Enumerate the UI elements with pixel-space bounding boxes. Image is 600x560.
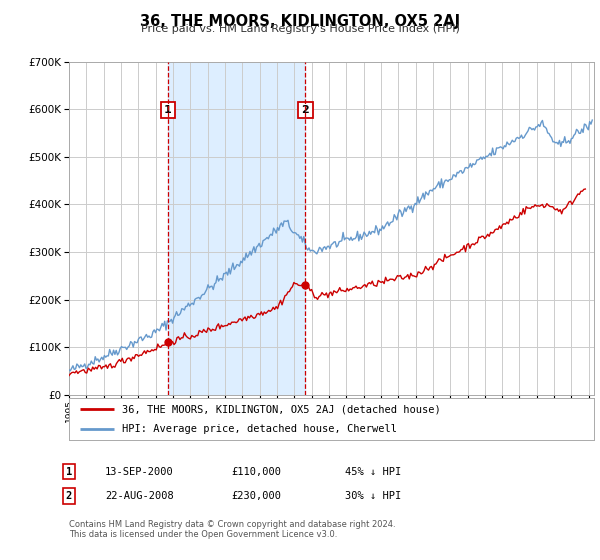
Text: 36, THE MOORS, KIDLINGTON, OX5 2AJ: 36, THE MOORS, KIDLINGTON, OX5 2AJ (140, 14, 460, 29)
Bar (168, 62, 305, 395)
Text: 2: 2 (301, 105, 309, 115)
Text: Contains HM Land Registry data © Crown copyright and database right 2024.: Contains HM Land Registry data © Crown c… (69, 520, 395, 529)
Text: £110,000: £110,000 (231, 466, 281, 477)
Text: 13-SEP-2000: 13-SEP-2000 (105, 466, 174, 477)
Text: This data is licensed under the Open Government Licence v3.0.: This data is licensed under the Open Gov… (69, 530, 337, 539)
Text: Price paid vs. HM Land Registry's House Price Index (HPI): Price paid vs. HM Land Registry's House … (140, 24, 460, 34)
Text: 1: 1 (66, 466, 72, 477)
Text: 1: 1 (164, 105, 172, 115)
Text: £230,000: £230,000 (231, 491, 281, 501)
Text: 22-AUG-2008: 22-AUG-2008 (105, 491, 174, 501)
Text: 30% ↓ HPI: 30% ↓ HPI (345, 491, 401, 501)
Text: 45% ↓ HPI: 45% ↓ HPI (345, 466, 401, 477)
Text: HPI: Average price, detached house, Cherwell: HPI: Average price, detached house, Cher… (121, 424, 397, 434)
Text: 36, THE MOORS, KIDLINGTON, OX5 2AJ (detached house): 36, THE MOORS, KIDLINGTON, OX5 2AJ (deta… (121, 404, 440, 414)
Text: 2: 2 (66, 491, 72, 501)
